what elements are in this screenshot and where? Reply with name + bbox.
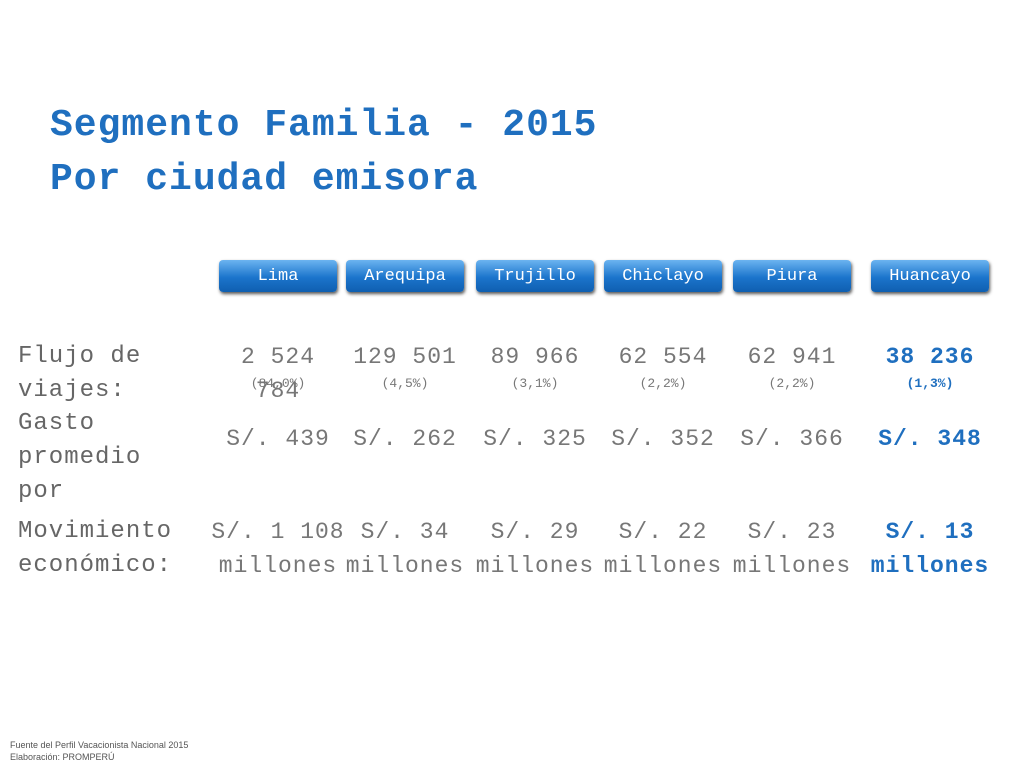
city-button: Piura: [733, 260, 851, 292]
movimiento-value: S/. 22 millones: [603, 519, 723, 579]
gasto-value: S/. 325: [483, 426, 587, 452]
share-value: (1,3%): [906, 376, 954, 391]
city-button: Huancayo: [871, 260, 989, 292]
title-line: Segmento Familia - 2015: [50, 104, 598, 147]
row-label: Movimiento económico:: [18, 515, 193, 583]
movimiento-value: S/. 13 millones: [870, 519, 990, 579]
flujo-value: 62 941: [747, 344, 837, 370]
flujo-value: 38 236: [885, 344, 975, 370]
gasto-value: S/. 262: [353, 426, 457, 452]
share-value: (2,2%): [639, 376, 687, 391]
flujo-value: 62 554: [618, 344, 708, 370]
city-button: Chiclayo: [604, 260, 722, 292]
flujo-value: 89 966: [490, 344, 580, 370]
share-value: (2,2%): [768, 376, 816, 391]
share-value: (3,1%): [511, 376, 559, 391]
share-value: (84,0%): [250, 376, 306, 391]
city-button: Trujillo: [476, 260, 594, 292]
footer: Fuente del Perfil Vacacionista Nacional …: [10, 740, 189, 750]
movimiento-value: S/. 34 millones: [345, 519, 465, 579]
row-label: Flujo de viajes:: [18, 343, 142, 404]
flujo-value: 129 501: [353, 344, 457, 370]
movimiento-value: S/. 23 millones: [732, 519, 852, 579]
flujo-value: 2 524 784: [240, 344, 315, 404]
movimiento-value: S/. 29 millones: [475, 519, 595, 579]
gasto-value: S/. 439: [226, 426, 330, 452]
city-button: Lima: [219, 260, 337, 292]
gasto-value: S/. 366: [740, 426, 844, 452]
title-line: Por ciudad emisora: [50, 158, 479, 201]
footer: Elaboración: PROMPERÚ: [10, 752, 115, 762]
gasto-value: S/. 348: [878, 426, 982, 452]
gasto-value: S/. 352: [611, 426, 715, 452]
movimiento-value: S/. 1 108 millones: [211, 519, 345, 579]
share-value: (4,5%): [381, 376, 429, 391]
city-button: Arequipa: [346, 260, 464, 292]
